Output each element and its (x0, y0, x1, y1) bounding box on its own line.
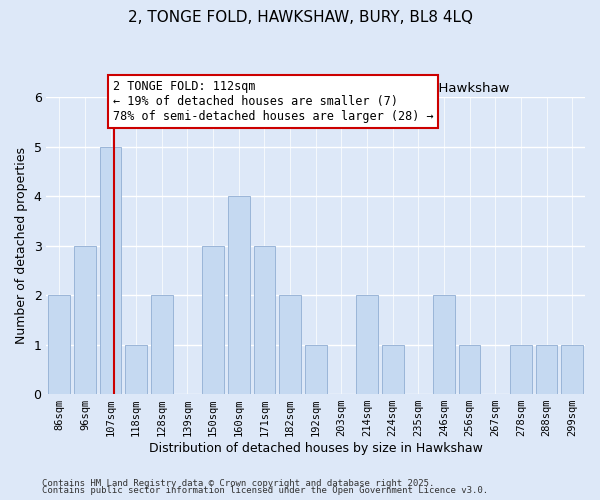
Bar (458, 344, 481, 394)
Bar (100, 147, 121, 394)
Text: 2 TONGE FOLD: 112sqm
← 19% of detached houses are smaller (7)
78% of semi-detach: 2 TONGE FOLD: 112sqm ← 19% of detached h… (113, 80, 434, 123)
Title: Size of property relative to detached houses in Hawkshaw: Size of property relative to detached ho… (121, 82, 510, 95)
Text: Contains HM Land Registry data © Crown copyright and database right 2025.: Contains HM Land Registry data © Crown c… (42, 478, 434, 488)
Bar (202, 246, 224, 394)
Bar (561, 344, 583, 394)
Bar (74, 246, 96, 394)
X-axis label: Distribution of detached houses by size in Hawkshaw: Distribution of detached houses by size … (149, 442, 482, 455)
Bar (433, 295, 455, 394)
Text: Contains public sector information licensed under the Open Government Licence v3: Contains public sector information licen… (42, 486, 488, 495)
Bar (254, 246, 275, 394)
Bar (279, 295, 301, 394)
Bar (228, 196, 250, 394)
Bar (305, 344, 326, 394)
Text: 2, TONGE FOLD, HAWKSHAW, BURY, BL8 4LQ: 2, TONGE FOLD, HAWKSHAW, BURY, BL8 4LQ (128, 10, 473, 25)
Bar (151, 295, 173, 394)
Bar (356, 295, 378, 394)
Bar (382, 344, 404, 394)
Y-axis label: Number of detached properties: Number of detached properties (15, 148, 28, 344)
Bar (49, 295, 70, 394)
Bar (536, 344, 557, 394)
Bar (510, 344, 532, 394)
Bar (125, 344, 147, 394)
